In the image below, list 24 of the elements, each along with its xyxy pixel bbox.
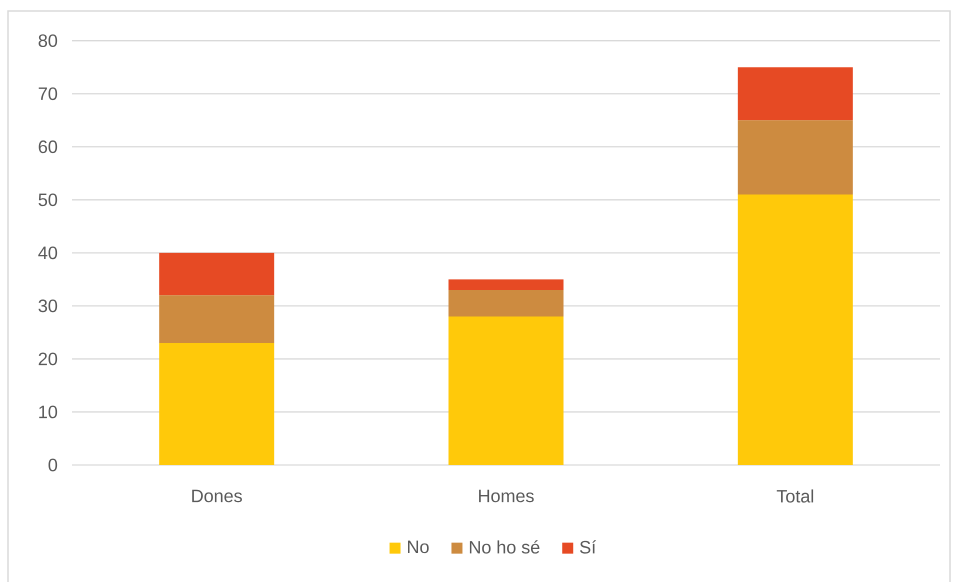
- legend-label: Sí: [580, 540, 596, 554]
- bar: [159, 295, 274, 344]
- bar: [448, 290, 564, 316]
- y-tick-label: 60: [38, 140, 58, 154]
- bar: [738, 67, 853, 120]
- y-tick-label: 40: [38, 246, 58, 260]
- y-tick-label: 50: [38, 193, 58, 206]
- y-tick-label: 20: [38, 352, 58, 366]
- y-tick-label: 0: [48, 458, 58, 472]
- bar: [448, 316, 564, 465]
- y-tick-label: 80: [38, 34, 58, 48]
- legend-label: No: [408, 540, 429, 554]
- bar: [738, 194, 853, 465]
- x-tick-label: Dones: [192, 490, 242, 502]
- legend-label: No ho sé: [470, 540, 540, 554]
- x-tick-label: Homes: [479, 490, 534, 502]
- x-tick-label: Total: [776, 489, 814, 503]
- bar: [738, 120, 853, 195]
- y-tick-label: 10: [39, 406, 58, 418]
- bar: [448, 279, 564, 290]
- bar: [159, 343, 274, 465]
- y-tick-label: 70: [38, 87, 58, 100]
- y-tick-label: 30: [38, 300, 58, 312]
- bar: [159, 252, 274, 296]
